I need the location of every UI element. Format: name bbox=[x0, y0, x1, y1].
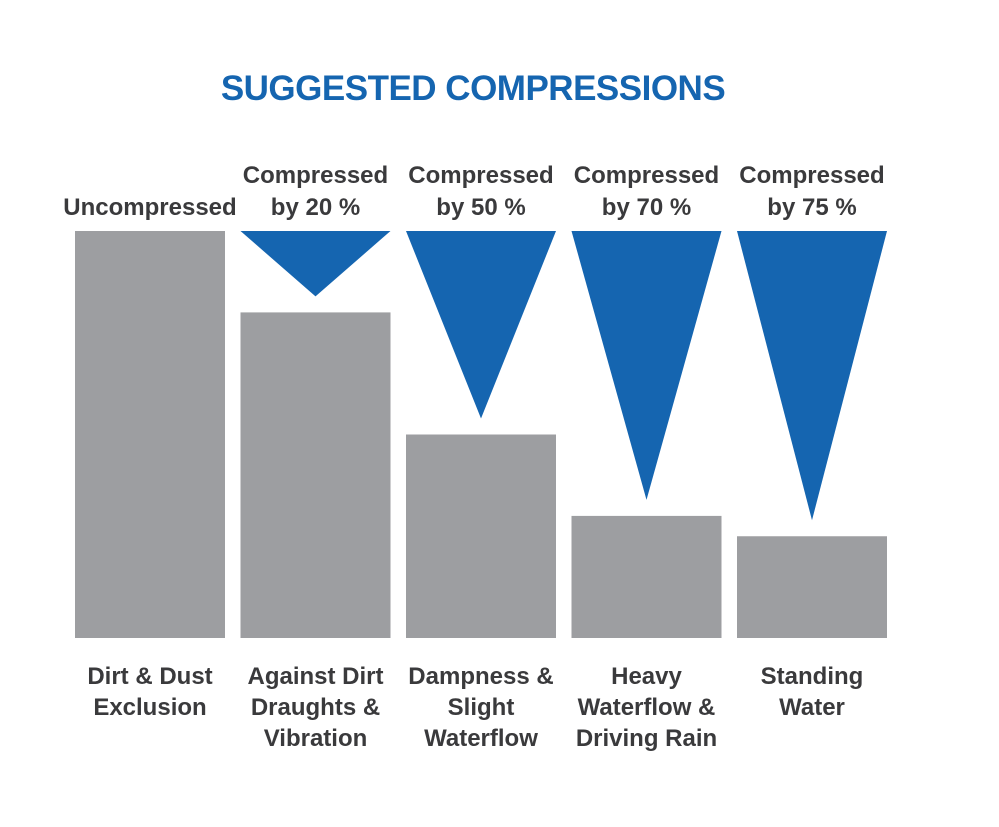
category-label-line: Exclusion bbox=[93, 694, 206, 721]
category-label-line: Slight bbox=[448, 694, 515, 721]
compression-wedge-3 bbox=[406, 231, 556, 419]
header-label-4: Compressed by 70 % bbox=[574, 162, 719, 221]
category-label-line: Vibration bbox=[264, 725, 368, 752]
category-label-1: Dirt & Dust Exclusion bbox=[87, 663, 212, 721]
category-label-4: Heavy Waterflow & Driving Rain bbox=[576, 663, 717, 752]
compression-wedge-2 bbox=[240, 231, 391, 297]
categories-layer: Dirt & Dust Exclusion Against Dirt Draughts… bbox=[87, 663, 863, 752]
header-label-3: Compressed by 50 % bbox=[408, 162, 553, 221]
chart-title: SUGGESTED COMPRESSIONS bbox=[221, 69, 725, 108]
category-label-line: Waterflow & bbox=[578, 694, 716, 721]
category-label-line: Standing bbox=[761, 663, 864, 690]
bar-1 bbox=[75, 231, 225, 638]
category-label-line: Heavy bbox=[611, 663, 682, 690]
bar-5 bbox=[737, 536, 887, 638]
category-label-line: Dirt & Dust bbox=[87, 663, 212, 690]
header-label-line: Compressed bbox=[739, 162, 884, 189]
bar-4 bbox=[571, 515, 722, 638]
category-label-line: Draughts & bbox=[251, 694, 380, 721]
header-label-line: Uncompressed bbox=[63, 194, 236, 221]
wedges-layer bbox=[240, 231, 887, 521]
bar-2 bbox=[240, 312, 391, 638]
header-label-line: Compressed bbox=[574, 162, 719, 189]
header-label-line: by 75 % bbox=[767, 194, 856, 221]
header-label-line: by 70 % bbox=[602, 194, 691, 221]
category-label-line: Driving Rain bbox=[576, 725, 717, 752]
header-label-1: Uncompressed bbox=[63, 194, 236, 221]
category-label-line: Against Dirt bbox=[247, 663, 383, 690]
category-label-line: Waterflow bbox=[424, 725, 538, 752]
category-label-2: Against Dirt Draughts & Vibration bbox=[247, 663, 383, 752]
bar-3 bbox=[406, 434, 556, 638]
header-label-line: by 50 % bbox=[436, 194, 525, 221]
headers-layer: Uncompressed Compressed by 20 % Compressed b… bbox=[63, 162, 884, 221]
category-label-line: Dampness & bbox=[408, 663, 553, 690]
header-label-5: Compressed by 75 % bbox=[739, 162, 884, 221]
header-label-line: Compressed bbox=[408, 162, 553, 189]
category-label-line: Water bbox=[779, 694, 845, 721]
compression-wedge-5 bbox=[737, 231, 887, 521]
header-label-2: Compressed by 20 % bbox=[243, 162, 388, 221]
header-label-line: by 20 % bbox=[271, 194, 360, 221]
category-label-3: Dampness & Slight Waterflow bbox=[408, 663, 553, 752]
header-label-line: Compressed bbox=[243, 162, 388, 189]
category-label-5: Standing Water bbox=[761, 663, 864, 721]
bars-layer bbox=[75, 231, 887, 638]
compression-wedge-4 bbox=[571, 231, 722, 500]
